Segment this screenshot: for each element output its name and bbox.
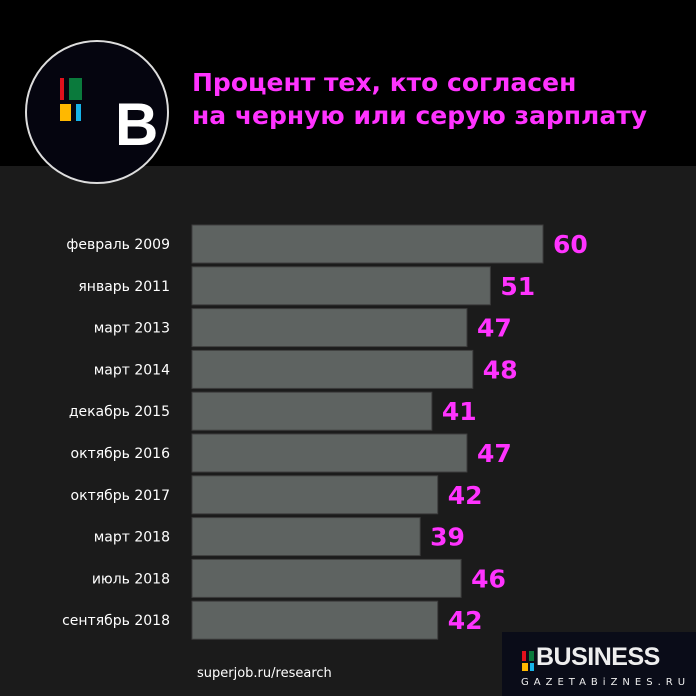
logo-letter: B bbox=[115, 91, 158, 158]
bar bbox=[191, 558, 462, 598]
bar bbox=[191, 475, 439, 515]
value-label: 46 bbox=[471, 564, 506, 593]
category-label: июль 2018 bbox=[92, 571, 170, 587]
bar bbox=[191, 600, 439, 640]
bar bbox=[191, 224, 544, 264]
category-label: декабрь 2015 bbox=[69, 404, 170, 420]
bar bbox=[191, 308, 468, 348]
value-label: 51 bbox=[500, 272, 535, 301]
logo-red-bar bbox=[60, 78, 64, 100]
bar bbox=[191, 391, 433, 431]
logo-blue-bar bbox=[76, 104, 81, 121]
bar bbox=[191, 517, 421, 557]
chart-title: Процент тех, кто согласен на черную или … bbox=[192, 66, 647, 132]
source-link[interactable]: superjob.ru/research bbox=[197, 666, 332, 681]
brand-name: BUSINESS bbox=[536, 643, 660, 671]
value-label: 41 bbox=[442, 397, 477, 426]
brand-red bbox=[522, 651, 526, 661]
category-label: март 2014 bbox=[94, 362, 170, 378]
bar bbox=[191, 266, 491, 306]
value-label: 39 bbox=[430, 523, 465, 552]
category-label: март 2018 bbox=[94, 530, 170, 546]
logo: B bbox=[25, 40, 169, 184]
category-label: март 2013 bbox=[94, 321, 170, 337]
category-label: октябрь 2016 bbox=[71, 446, 171, 462]
title-line-2: на черную или серую зарплату bbox=[192, 101, 647, 130]
bar bbox=[191, 433, 468, 473]
value-label: 48 bbox=[483, 355, 518, 384]
brand-url: GAZETABiZNES.RU bbox=[521, 677, 691, 688]
brand-green bbox=[529, 651, 534, 661]
category-label: январь 2011 bbox=[78, 279, 170, 295]
category-label: октябрь 2017 bbox=[71, 488, 170, 504]
brand-blue bbox=[530, 663, 534, 671]
value-label: 42 bbox=[448, 606, 483, 635]
value-label: 60 bbox=[553, 230, 588, 259]
logo-green-bar bbox=[69, 78, 82, 100]
bar bbox=[191, 349, 474, 389]
category-label: сентябрь 2018 bbox=[62, 613, 170, 629]
brand-yellow bbox=[522, 663, 528, 671]
logo-yellow-bar bbox=[60, 104, 71, 121]
value-label: 47 bbox=[477, 314, 512, 343]
value-label: 47 bbox=[477, 439, 512, 468]
category-label: февраль 2009 bbox=[66, 237, 170, 253]
brand-logo: BUSINESS GAZETABiZNES.RU bbox=[502, 632, 696, 696]
value-label: 42 bbox=[448, 481, 483, 510]
title-line-1: Процент тех, кто согласен bbox=[192, 68, 577, 97]
